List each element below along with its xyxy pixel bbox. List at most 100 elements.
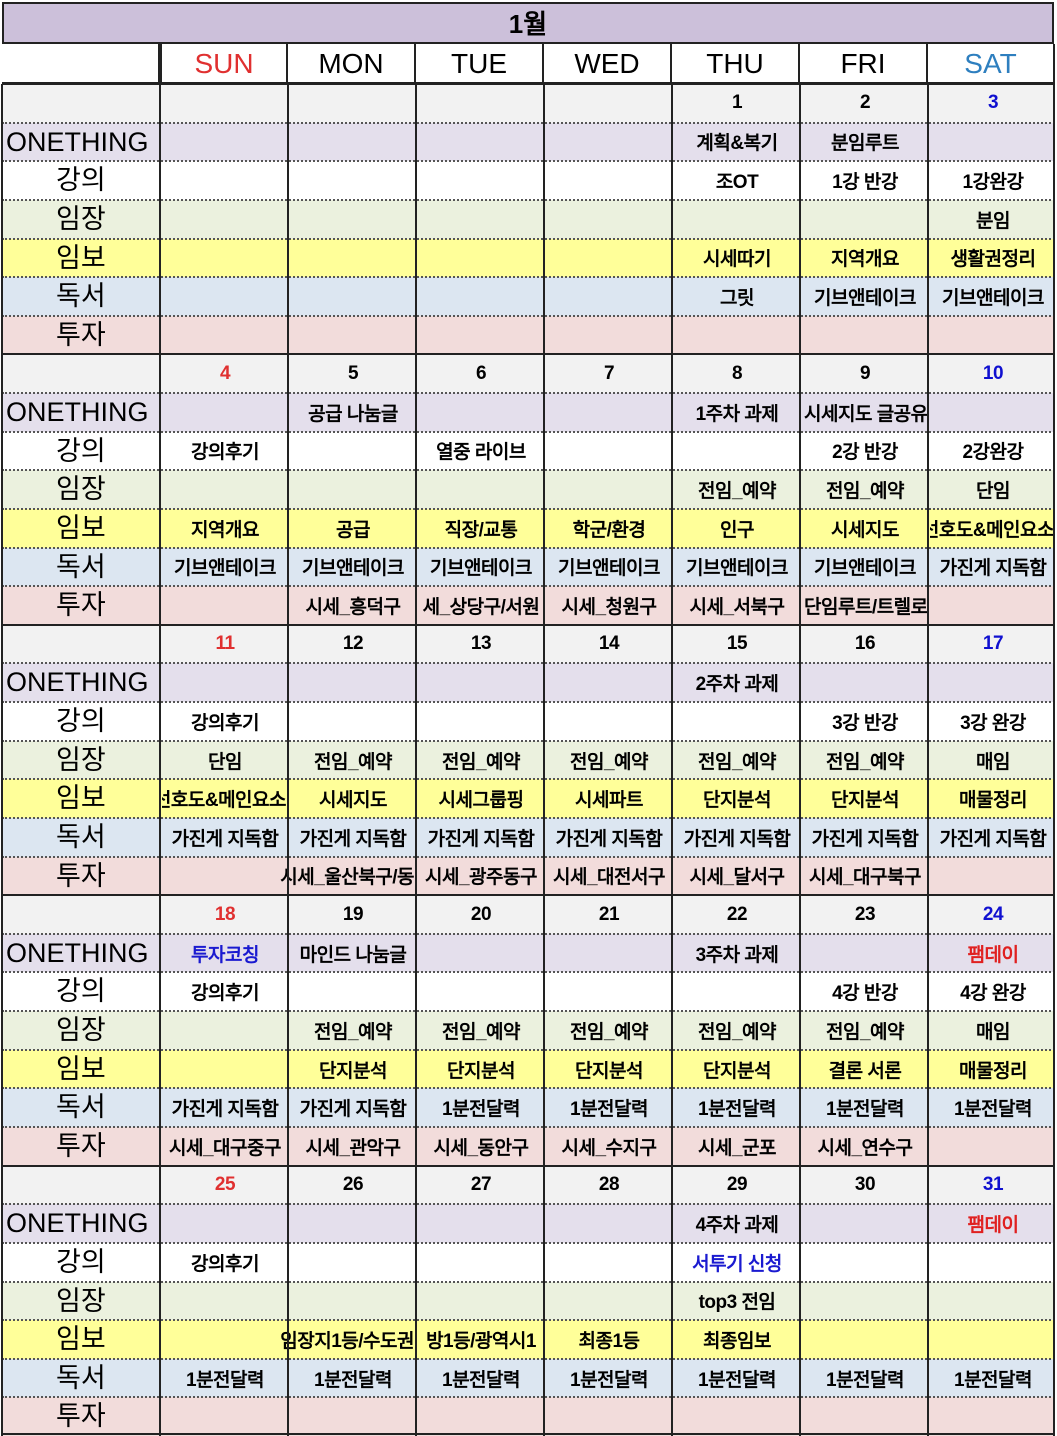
calendar-entry[interactable]: 지역개요 [191, 519, 259, 541]
calendar-entry[interactable]: 시세지도 [831, 519, 899, 541]
calendar-entry[interactable]: 전임_예약 [314, 751, 393, 773]
calendar-entry[interactable]: 공급 나눔글 [308, 403, 398, 425]
calendar-entry[interactable]: 3강 반강 [832, 712, 898, 734]
calendar-entry[interactable]: 2강 반강 [832, 442, 898, 464]
calendar-entry[interactable]: 시세_연수구 [817, 1137, 913, 1159]
calendar-entry[interactable]: 가진게 지독함 [427, 828, 535, 850]
calendar-entry[interactable]: 가진게 지독함 [171, 828, 279, 850]
calendar-entry[interactable]: 2강완강 [962, 442, 1024, 464]
calendar-entry[interactable]: 단임 [976, 481, 1010, 503]
calendar-entry[interactable]: 1분전달력 [698, 1369, 777, 1391]
calendar-entry[interactable]: 전임_예약 [570, 751, 649, 773]
calendar-entry[interactable]: 단임 [208, 751, 242, 773]
calendar-entry[interactable]: 팸데이 [967, 1215, 1019, 1237]
calendar-entry[interactable]: 방1등/광역시1 [426, 1330, 536, 1352]
calendar-entry[interactable]: 1강완강 [962, 172, 1024, 194]
calendar-entry[interactable]: 4주차 과제 [695, 1215, 779, 1237]
calendar-entry[interactable]: 시세_동안구 [433, 1137, 529, 1159]
calendar-entry[interactable]: 분임 [976, 210, 1010, 232]
calendar-entry[interactable]: 4강 반강 [832, 983, 898, 1005]
calendar-entry[interactable]: 최종임보 [703, 1330, 771, 1352]
calendar-entry[interactable]: 기브앤테이크 [686, 558, 788, 580]
calendar-entry[interactable]: 가진게 지독함 [299, 828, 407, 850]
calendar-entry[interactable]: 1분전달력 [826, 1369, 905, 1391]
calendar-entry[interactable]: 시세그룹핑 [438, 790, 524, 812]
calendar-entry[interactable]: 시세파트 [575, 790, 643, 812]
calendar-entry[interactable]: 최종1등 [578, 1330, 640, 1352]
calendar-entry[interactable]: 세_상당구/서원 [422, 597, 540, 618]
calendar-entry[interactable]: 가진게 지독함 [811, 828, 919, 850]
calendar-entry[interactable]: 1분전달력 [442, 1099, 521, 1121]
calendar-entry[interactable]: 기브앤테이크 [814, 287, 916, 309]
calendar-entry[interactable]: 임장지1등/수도권 [280, 1330, 414, 1352]
calendar-entry[interactable]: 전임_예약 [442, 751, 521, 773]
calendar-entry[interactable]: 선호도&메인요소 [930, 519, 1055, 541]
calendar-entry[interactable]: 가진게 지독함 [555, 828, 663, 850]
calendar-entry[interactable]: 전임_예약 [826, 1021, 905, 1043]
calendar-entry[interactable]: 팸데이 [967, 944, 1019, 966]
calendar-entry[interactable]: 학군/환경 [572, 519, 646, 541]
calendar-entry[interactable]: 시세_군포 [698, 1137, 777, 1159]
calendar-entry[interactable]: 1분전달력 [698, 1099, 777, 1121]
calendar-entry[interactable]: 강의후기 [191, 1253, 259, 1275]
calendar-entry[interactable]: 직장/교통 [444, 519, 518, 541]
calendar-entry[interactable]: 기브앤테이크 [430, 558, 532, 580]
calendar-entry[interactable]: 전임_예약 [826, 751, 905, 773]
calendar-entry[interactable]: 시세_광주동구 [425, 867, 537, 889]
calendar-entry[interactable]: 기브앤테이크 [558, 558, 660, 580]
calendar-entry[interactable]: 시세_울산북구/동 [280, 867, 414, 889]
calendar-entry[interactable]: 전임_예약 [314, 1021, 393, 1043]
calendar-entry[interactable]: 열중 라이브 [436, 442, 526, 464]
calendar-entry[interactable]: 시세지도 [319, 790, 387, 812]
calendar-entry[interactable]: 그릿 [720, 287, 754, 309]
calendar-entry[interactable]: 2주차 과제 [695, 674, 779, 696]
calendar-entry[interactable]: 1분전달력 [570, 1099, 649, 1121]
calendar-entry[interactable]: 시세_수지구 [561, 1137, 657, 1159]
calendar-entry[interactable]: 가진게 지독함 [939, 558, 1047, 580]
calendar-entry[interactable]: 기브앤테이크 [174, 558, 276, 580]
calendar-entry[interactable]: 시세_흥덕구 [305, 597, 401, 618]
calendar-entry[interactable]: 전임_예약 [698, 481, 777, 503]
calendar-entry[interactable]: top3 전임 [698, 1292, 776, 1314]
calendar-entry[interactable]: 마인드 나눔글 [299, 944, 407, 966]
calendar-entry[interactable]: 투자코칭 [191, 944, 259, 966]
calendar-entry[interactable]: 1분전달력 [826, 1099, 905, 1121]
calendar-entry[interactable]: 매임 [976, 1021, 1010, 1043]
calendar-entry[interactable]: 1분전달력 [954, 1099, 1033, 1121]
calendar-entry[interactable]: 단지분석 [447, 1060, 515, 1082]
calendar-entry[interactable]: 분임루트 [831, 133, 899, 155]
calendar-entry[interactable]: 매물정리 [959, 1060, 1027, 1082]
calendar-entry[interactable]: 시세_대구중구 [169, 1137, 281, 1159]
calendar-entry[interactable]: 인구 [720, 519, 754, 541]
calendar-entry[interactable]: 1분전달력 [314, 1369, 393, 1391]
calendar-entry[interactable]: 공급 [336, 519, 370, 541]
calendar-entry[interactable]: 3강 완강 [960, 712, 1026, 734]
calendar-entry[interactable]: 강의후기 [191, 442, 259, 464]
calendar-entry[interactable]: 전임_예약 [442, 1021, 521, 1043]
calendar-entry[interactable]: 전임_예약 [698, 1021, 777, 1043]
calendar-entry[interactable]: 1강 반강 [832, 172, 898, 194]
calendar-entry[interactable]: 1분전달력 [570, 1369, 649, 1391]
calendar-entry[interactable]: 시세_대구북구 [809, 867, 921, 889]
calendar-entry[interactable]: 시세지도 글공유 [804, 403, 928, 425]
calendar-entry[interactable]: 3주차 과제 [695, 944, 779, 966]
calendar-entry[interactable]: 가진게 지독함 [299, 1099, 407, 1121]
calendar-entry[interactable]: 선호도&메인요소 [162, 790, 287, 812]
calendar-entry[interactable]: 전임_예약 [570, 1021, 649, 1043]
calendar-entry[interactable]: 기브앤테이크 [302, 558, 404, 580]
calendar-entry[interactable]: 시세_청원구 [561, 597, 657, 618]
calendar-entry[interactable]: 단임루트/트렐로 [804, 597, 928, 618]
calendar-entry[interactable]: 단지분석 [575, 1060, 643, 1082]
calendar-entry[interactable]: 시세_관악구 [305, 1137, 401, 1159]
calendar-entry[interactable]: 매임 [976, 751, 1010, 773]
calendar-entry[interactable]: 단지분석 [703, 790, 771, 812]
calendar-entry[interactable]: 단지분석 [319, 1060, 387, 1082]
calendar-entry[interactable]: 1분전달력 [442, 1369, 521, 1391]
calendar-entry[interactable]: 1분전달력 [954, 1369, 1033, 1391]
calendar-entry[interactable]: 시세_서북구 [689, 597, 785, 618]
calendar-entry[interactable]: 1주차 과제 [695, 403, 779, 425]
calendar-entry[interactable]: 기브앤테이크 [942, 287, 1044, 309]
calendar-entry[interactable]: 강의후기 [191, 712, 259, 734]
calendar-entry[interactable]: 시세따기 [703, 249, 771, 271]
calendar-entry[interactable]: 지역개요 [831, 249, 899, 271]
